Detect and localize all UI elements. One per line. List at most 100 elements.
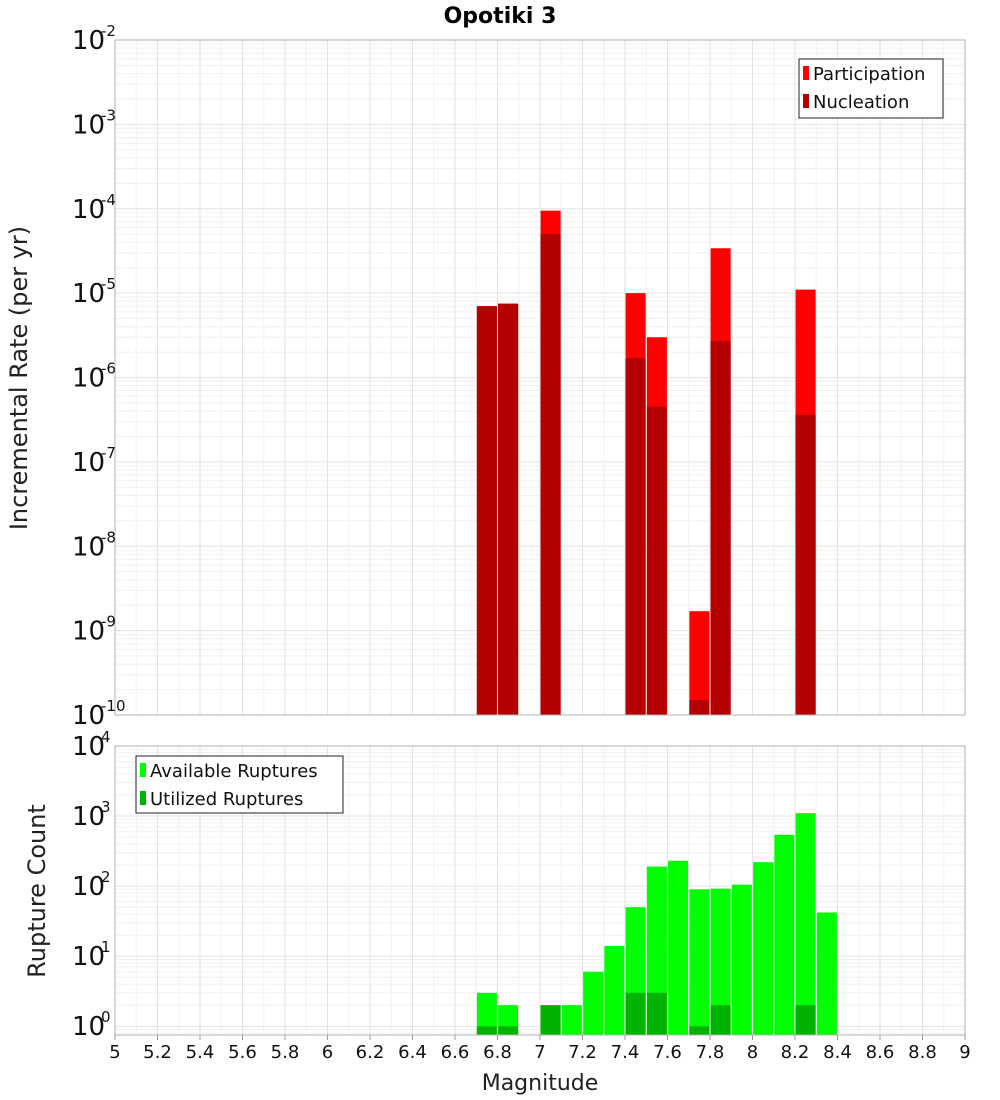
available-ruptures-bar bbox=[561, 1005, 582, 1035]
magnitude-x-ticks: 5 5.2 5.4 5.6 5.8 6 6.2 6.4 6.6 6.8 7 7.2 7.4 7.6 7.8 8… bbox=[109, 1035, 971, 1063]
rate-y-tick-label: 10 bbox=[72, 617, 105, 647]
rate-y-axis-label: Incremental Rate (per yr) bbox=[5, 226, 33, 530]
count-y-tick-label: 10 bbox=[72, 942, 105, 972]
rate-y-tick-label: 10 bbox=[72, 195, 105, 225]
count-y-tick-exponent: 0 bbox=[101, 1008, 111, 1026]
count-y-tick-label: 10 bbox=[72, 732, 105, 762]
rate-y-tick-label: 10 bbox=[72, 110, 105, 140]
available-ruptures-legend-label: Available Ruptures bbox=[150, 761, 318, 782]
x-tick-label: 8.6 bbox=[866, 1042, 895, 1063]
utilized-ruptures-legend-swatch bbox=[140, 791, 146, 805]
utilized-ruptures-bar bbox=[710, 1005, 731, 1035]
rate-y-tick-label: 10 bbox=[72, 701, 105, 731]
count-y-tick-exponent: 4 bbox=[101, 728, 111, 746]
available-ruptures-bar bbox=[795, 813, 816, 1035]
rate-y-tick-label: 10 bbox=[72, 448, 105, 478]
nucleation-bar bbox=[476, 306, 497, 715]
available-ruptures-bar bbox=[689, 889, 710, 1035]
count-legend: Available Ruptures Utilized Ruptures bbox=[135, 755, 344, 814]
participation-legend-label: Participation bbox=[813, 64, 925, 85]
chart-title: Opotiki 3 bbox=[444, 4, 557, 29]
rate-y-tick-exponent: -10 bbox=[101, 697, 126, 715]
x-tick-label: 8.2 bbox=[781, 1042, 810, 1063]
count-y-tick-exponent: 1 bbox=[101, 938, 111, 956]
x-tick-label: 5.6 bbox=[228, 1042, 257, 1063]
available-ruptures-bar bbox=[753, 862, 774, 1035]
count-y-tick-exponent: 2 bbox=[101, 868, 111, 886]
x-tick-label: 8 bbox=[747, 1042, 758, 1063]
count-y-tick-label: 10 bbox=[72, 1012, 105, 1042]
nucleation-bar bbox=[498, 303, 519, 715]
available-ruptures-bar bbox=[604, 945, 625, 1035]
count-bars bbox=[476, 813, 837, 1035]
x-tick-label: 6.6 bbox=[441, 1042, 470, 1063]
count-y-axis-label: Rupture Count bbox=[23, 804, 51, 978]
x-tick-label: 7.4 bbox=[611, 1042, 640, 1063]
count-legend-box bbox=[135, 755, 344, 814]
rate-gridlines bbox=[114, 39, 966, 716]
count-y-tick-label: 10 bbox=[72, 872, 105, 902]
utilized-ruptures-legend-label: Utilized Ruptures bbox=[150, 789, 303, 810]
available-ruptures-legend-swatch bbox=[140, 763, 146, 777]
rate-y-tick-exponent: -9 bbox=[101, 613, 116, 631]
utilized-ruptures-bar bbox=[476, 1026, 497, 1035]
x-tick-label: 7.6 bbox=[653, 1042, 682, 1063]
rate-y-tick-exponent: -7 bbox=[101, 444, 116, 462]
nucleation-bar bbox=[646, 406, 667, 715]
utilized-ruptures-bar bbox=[625, 992, 646, 1035]
rate-legend: Participation Nucleation bbox=[798, 58, 944, 119]
available-ruptures-bar bbox=[816, 912, 837, 1035]
rate-legend-box bbox=[798, 58, 944, 119]
rate-y-tick-exponent: -3 bbox=[101, 106, 116, 124]
x-tick-label: 7 bbox=[534, 1042, 545, 1063]
nucleation-legend-swatch bbox=[803, 94, 809, 108]
x-tick-label: 7.8 bbox=[696, 1042, 725, 1063]
participation-bar bbox=[689, 611, 710, 715]
rate-y-tick-label: 10 bbox=[72, 532, 105, 562]
x-tick-label: 8.8 bbox=[908, 1042, 937, 1063]
rate-bars bbox=[476, 210, 816, 715]
utilized-ruptures-bar bbox=[689, 1026, 710, 1035]
rate-y-tick-exponent: -4 bbox=[101, 191, 116, 209]
x-tick-label: 6.8 bbox=[483, 1042, 512, 1063]
available-ruptures-bar bbox=[731, 884, 752, 1035]
count-y-tick-label: 10 bbox=[72, 802, 105, 832]
rate-y-tick-exponent: -2 bbox=[101, 22, 116, 40]
rate-y-tick-exponent: -6 bbox=[101, 360, 116, 378]
x-tick-label: 9 bbox=[959, 1042, 970, 1063]
rate-y-tick-exponent: -5 bbox=[101, 275, 116, 293]
x-tick-label: 6.2 bbox=[356, 1042, 385, 1063]
nucleation-bar bbox=[625, 358, 646, 715]
count-y-tick-exponent: 3 bbox=[101, 798, 111, 816]
available-ruptures-bar bbox=[668, 860, 689, 1035]
rate-y-tick-exponent: -8 bbox=[101, 528, 116, 546]
available-ruptures-bar bbox=[710, 888, 731, 1035]
utilized-ruptures-bar bbox=[498, 1026, 519, 1035]
utilized-ruptures-bar bbox=[795, 1005, 816, 1035]
nucleation-bar bbox=[540, 234, 561, 715]
available-ruptures-bar bbox=[583, 971, 604, 1035]
x-tick-label: 6.4 bbox=[398, 1042, 427, 1063]
available-ruptures-bar bbox=[476, 992, 497, 1035]
x-tick-label: 6 bbox=[322, 1042, 333, 1063]
x-tick-label: 5.2 bbox=[143, 1042, 172, 1063]
rate-plot-frame bbox=[114, 39, 966, 716]
x-tick-label: 7.2 bbox=[568, 1042, 597, 1063]
rate-y-tick-label: 10 bbox=[72, 26, 105, 56]
utilized-ruptures-bar bbox=[540, 1005, 561, 1035]
x-tick-label: 5.8 bbox=[271, 1042, 300, 1063]
nucleation-bar bbox=[795, 414, 816, 715]
participation-legend-swatch bbox=[803, 66, 809, 80]
available-ruptures-bar bbox=[774, 834, 795, 1035]
x-tick-label: 5 bbox=[109, 1042, 120, 1063]
nucleation-series bbox=[476, 234, 816, 715]
x-tick-label: 5.4 bbox=[186, 1042, 215, 1063]
nucleation-bar bbox=[689, 700, 710, 715]
rate-y-tick-label: 10 bbox=[72, 364, 105, 394]
magnitude-x-axis-label: Magnitude bbox=[482, 1071, 599, 1096]
